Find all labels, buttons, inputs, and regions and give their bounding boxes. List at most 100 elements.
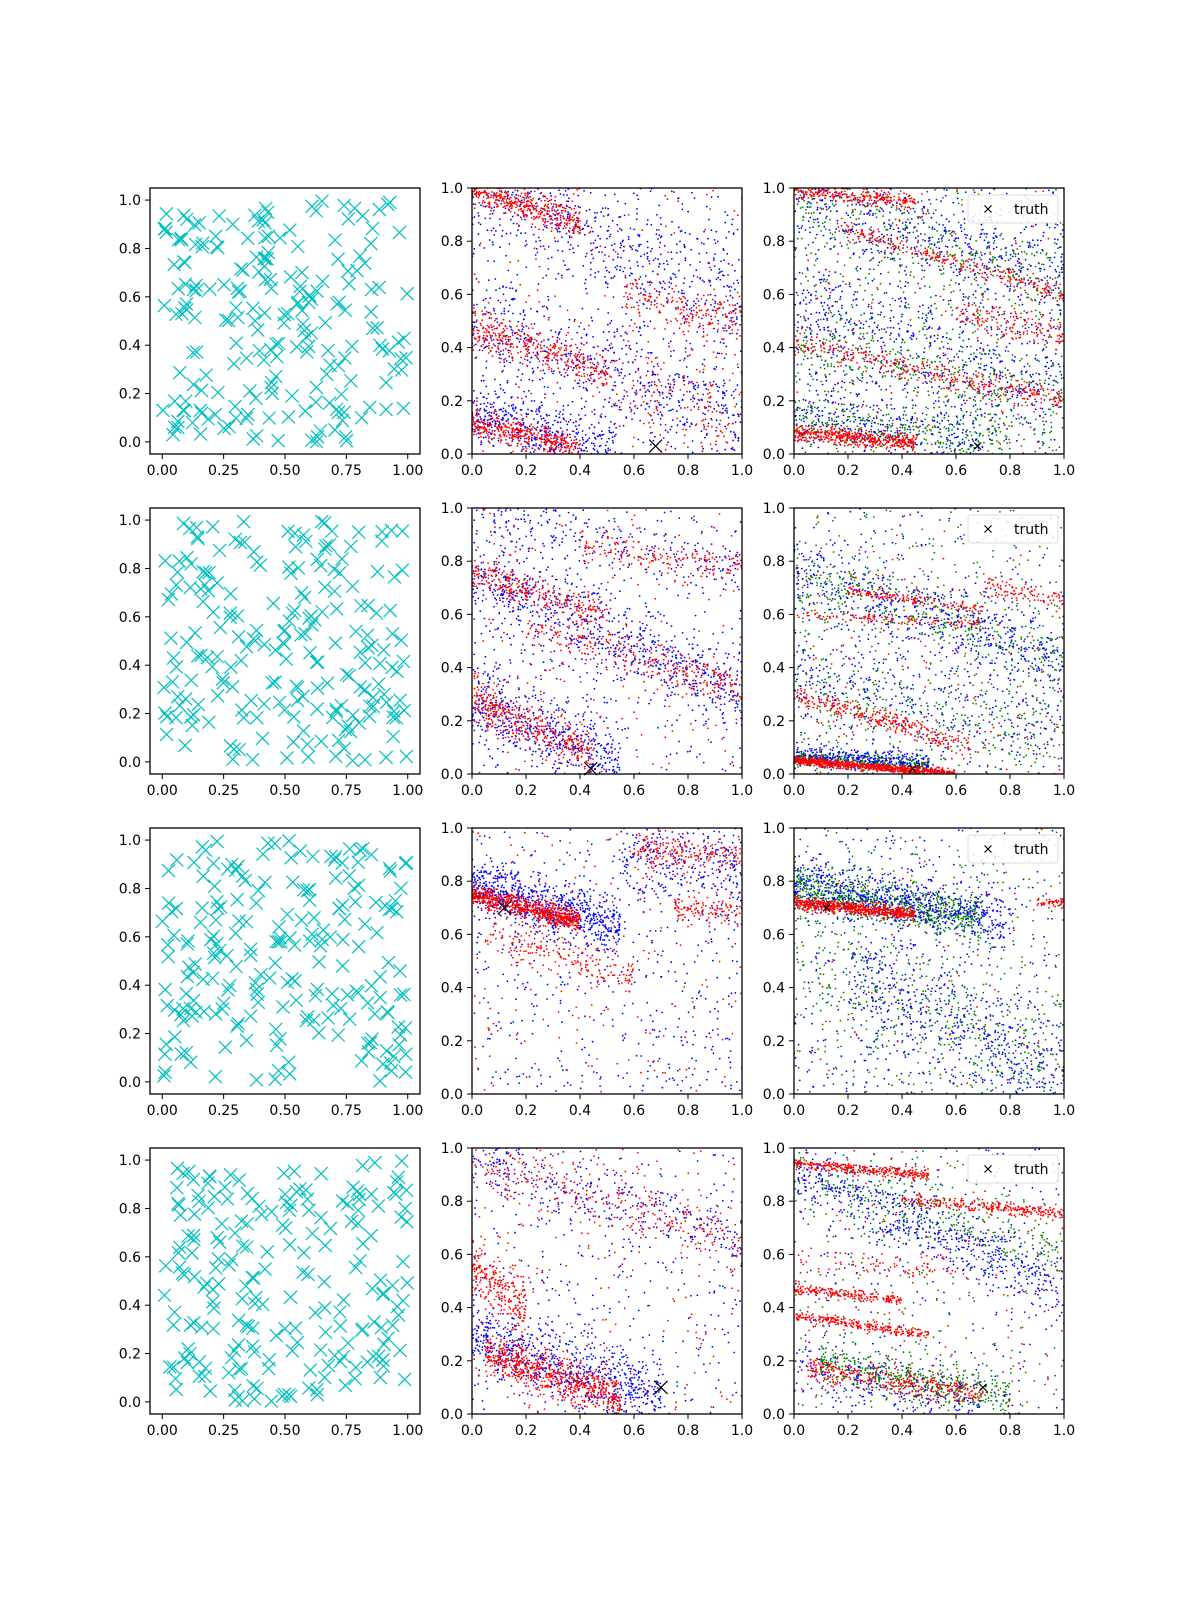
dot — [629, 282, 632, 285]
dot — [602, 384, 605, 386]
dot — [723, 382, 726, 385]
dot — [930, 429, 932, 432]
dot — [947, 388, 950, 391]
dot — [663, 406, 665, 409]
dot — [836, 361, 839, 363]
dot — [693, 197, 696, 200]
dot — [992, 367, 994, 370]
dot — [494, 434, 496, 436]
dot — [564, 361, 566, 364]
dot — [562, 413, 564, 416]
dot — [683, 442, 685, 444]
dot — [948, 229, 951, 232]
dot — [547, 386, 549, 389]
dot — [702, 380, 705, 383]
dot — [836, 343, 838, 345]
dot — [693, 405, 696, 408]
x-marker — [171, 232, 186, 247]
dot — [517, 333, 519, 336]
dot — [608, 331, 610, 333]
dot — [641, 283, 644, 286]
dot — [485, 397, 488, 400]
x-marker — [271, 336, 286, 351]
dot — [503, 359, 505, 361]
dot — [1057, 276, 1059, 279]
dot — [680, 229, 683, 232]
dot — [806, 417, 808, 419]
dot — [678, 297, 681, 299]
dot — [973, 324, 976, 326]
dot — [582, 449, 585, 452]
x-marker — [292, 284, 307, 299]
dot — [481, 426, 483, 429]
dot — [947, 415, 950, 418]
dot — [571, 200, 574, 203]
dot — [697, 408, 700, 411]
dot — [537, 216, 540, 219]
dot — [488, 441, 491, 444]
dot — [572, 448, 575, 451]
dot — [473, 423, 475, 426]
dot — [582, 353, 585, 355]
dot — [949, 233, 952, 235]
dot — [565, 363, 568, 366]
dot — [555, 410, 557, 412]
dot — [708, 279, 710, 282]
dot — [512, 407, 514, 409]
dot — [551, 219, 554, 222]
dot — [539, 438, 542, 441]
dot — [514, 423, 517, 425]
dot — [864, 289, 866, 292]
dot — [486, 192, 488, 195]
dot — [873, 268, 875, 271]
dot — [693, 387, 695, 389]
dot — [1048, 256, 1050, 259]
dot — [588, 358, 591, 361]
dot — [970, 434, 973, 437]
dot — [502, 335, 505, 337]
dot — [540, 191, 543, 194]
dot — [552, 205, 554, 208]
dot — [722, 314, 724, 316]
dot — [530, 338, 532, 341]
dot — [701, 279, 704, 282]
dot — [818, 399, 821, 402]
dot — [504, 207, 507, 210]
dot — [590, 382, 593, 385]
dot — [719, 419, 722, 422]
dot — [608, 397, 611, 399]
dot — [637, 264, 639, 267]
dot — [516, 418, 519, 420]
dot — [1045, 394, 1048, 397]
dot — [950, 291, 952, 294]
dot — [677, 291, 680, 293]
dot — [951, 429, 953, 431]
dot — [862, 327, 865, 329]
dot — [646, 246, 649, 249]
dot — [854, 232, 856, 235]
dot — [511, 436, 514, 439]
dot — [536, 332, 538, 335]
dot — [518, 424, 521, 426]
dot — [705, 205, 708, 208]
dot — [972, 388, 975, 391]
dot — [901, 360, 904, 362]
dot — [584, 278, 587, 281]
dot — [554, 344, 556, 347]
dot — [961, 346, 964, 349]
dot — [964, 361, 967, 363]
dot — [657, 365, 660, 368]
dot — [849, 323, 852, 326]
dot — [660, 223, 662, 226]
dot — [1028, 263, 1030, 266]
dot — [600, 211, 602, 214]
dot — [1030, 381, 1033, 384]
dot — [984, 290, 986, 293]
dot — [733, 449, 736, 452]
x-marker — [217, 421, 231, 436]
dot — [487, 393, 490, 395]
dot — [576, 188, 579, 191]
dot — [678, 327, 681, 330]
dot — [682, 423, 684, 426]
dot — [572, 251, 575, 254]
